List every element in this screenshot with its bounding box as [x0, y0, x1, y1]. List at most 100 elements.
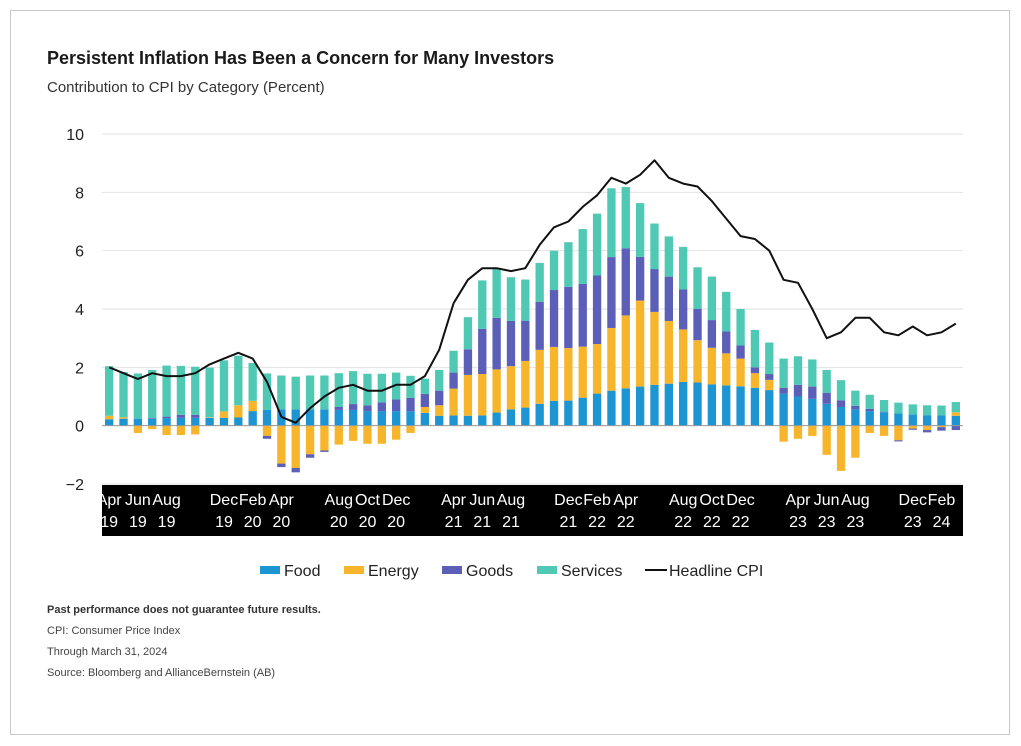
bar-energy — [348, 425, 358, 441]
bar-food — [119, 418, 128, 426]
bar-services — [449, 350, 458, 373]
x-tick-month: Jun — [814, 492, 840, 509]
bar-food — [392, 411, 401, 426]
x-tick-year: 20 — [272, 514, 290, 531]
bar-food — [822, 403, 831, 426]
bar-goods — [148, 418, 157, 419]
bar-goods — [305, 454, 315, 458]
bar-services — [894, 402, 903, 414]
bar-energy — [176, 425, 186, 435]
chart-title: Persistent Inflation Has Been a Concern … — [47, 48, 555, 68]
bar-energy — [894, 425, 903, 441]
bar-food — [908, 414, 917, 426]
x-tick-year: 22 — [703, 514, 721, 531]
bar-energy — [133, 425, 143, 433]
footnote-cpi-definition: CPI: Consumer Price Index — [47, 625, 181, 637]
bar-services — [205, 367, 214, 418]
bar-food — [736, 386, 745, 426]
bar-energy — [377, 425, 386, 444]
bar-food — [377, 411, 386, 426]
bar-energy — [234, 405, 243, 418]
bar-energy — [635, 300, 645, 387]
x-tick-year: 20 — [387, 514, 405, 531]
bar-goods — [162, 416, 171, 419]
bar-food — [492, 412, 501, 426]
bar-energy — [162, 425, 171, 435]
bar-food — [894, 413, 903, 426]
bar-goods — [822, 392, 831, 404]
bar-services — [234, 355, 243, 406]
bar-services — [262, 373, 272, 410]
bar-energy — [148, 425, 157, 430]
bar-goods — [693, 308, 702, 341]
bar-food — [679, 381, 688, 426]
bar-food — [635, 386, 645, 426]
bar-services — [492, 268, 501, 318]
x-tick-month: Oct — [355, 492, 380, 509]
bar-energy — [478, 374, 487, 416]
x-tick-year: 19 — [158, 514, 176, 531]
bar-food — [521, 407, 530, 426]
bar-goods — [736, 345, 745, 359]
x-tick-year: 22 — [588, 514, 606, 531]
bar-services — [664, 236, 673, 277]
x-tick-month: Aug — [669, 492, 697, 509]
bar-energy — [277, 425, 286, 464]
bar-food — [506, 409, 516, 426]
bar-services — [219, 360, 229, 412]
bar-services — [277, 375, 286, 410]
bar-energy — [463, 374, 473, 416]
bar-services — [549, 250, 559, 291]
bar-food — [851, 409, 860, 426]
bar-goods — [406, 397, 415, 412]
bar-goods — [521, 320, 530, 361]
bar-food — [922, 415, 932, 426]
x-tick-month: Aug — [325, 492, 353, 509]
bar-services — [592, 213, 602, 276]
bar-services — [521, 279, 530, 321]
bar-energy — [420, 407, 430, 413]
bar-goods — [894, 440, 903, 442]
bar-food — [320, 409, 329, 426]
bar-goods — [492, 317, 501, 370]
bar-services — [765, 342, 774, 375]
footnote-source: Source: Bloomberg and AllianceBernstein … — [47, 667, 276, 679]
bar-services — [176, 365, 186, 415]
bar-goods — [348, 404, 358, 410]
legend-label-food: Food — [284, 563, 320, 580]
bar-services — [822, 369, 831, 393]
bar-energy — [406, 425, 415, 433]
bar-food — [162, 418, 171, 426]
bar-services — [348, 371, 358, 405]
bar-goods — [635, 256, 645, 301]
bar-goods — [865, 408, 874, 412]
x-tick-month: Feb — [239, 492, 267, 509]
x-tick-month: Aug — [841, 492, 869, 509]
x-tick-year: 24 — [933, 514, 951, 531]
bar-food — [578, 397, 587, 426]
bar-food — [664, 383, 673, 426]
cpi-contribution-chart: 1086420−2Apr19Jun19Aug19Dec19Feb20Apr20A… — [66, 127, 963, 580]
bar-energy — [937, 425, 946, 428]
x-tick-year: 21 — [559, 514, 577, 531]
x-tick-month: Feb — [583, 492, 611, 509]
bar-goods — [592, 275, 602, 344]
bar-services — [750, 330, 760, 368]
y-tick-label: 2 — [75, 360, 84, 377]
bar-goods — [449, 372, 458, 389]
bar-food — [779, 393, 788, 426]
bar-goods — [549, 290, 559, 347]
bar-goods — [951, 425, 960, 431]
bar-services — [879, 400, 889, 412]
bar-energy — [650, 311, 659, 385]
bar-energy — [722, 353, 731, 386]
bar-goods — [334, 407, 343, 410]
bar-energy — [248, 400, 257, 412]
bar-energy — [435, 405, 444, 416]
bar-goods — [908, 428, 917, 430]
bar-energy — [607, 327, 616, 391]
bar-goods — [320, 450, 329, 452]
x-tick-year: 20 — [359, 514, 377, 531]
x-tick-year: 22 — [674, 514, 692, 531]
bar-food — [808, 398, 817, 426]
